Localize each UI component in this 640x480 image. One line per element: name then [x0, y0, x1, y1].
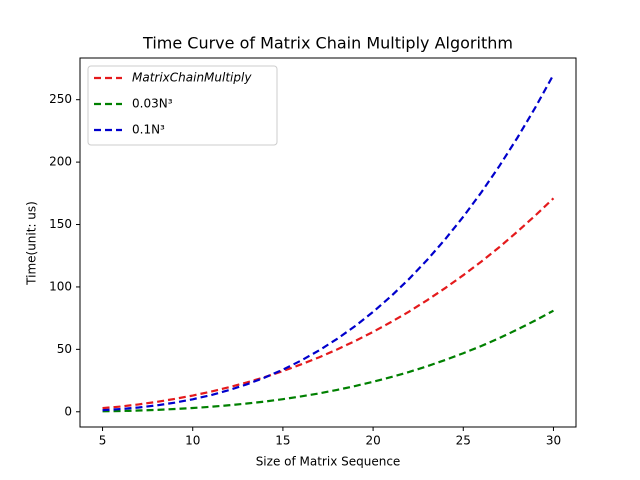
x-tick-label: 30	[546, 434, 561, 448]
x-tick-label: 5	[99, 434, 107, 448]
y-tick-label: 250	[49, 92, 72, 106]
data-line	[102, 74, 555, 412]
x-tick-label: 15	[275, 434, 290, 448]
legend-label: 0.03N³	[132, 97, 173, 111]
legend-label: 0.1N³	[132, 123, 165, 137]
y-axis-label: Time(unit: us)	[25, 201, 39, 286]
data-line	[102, 309, 554, 413]
y-tick-label: 100	[49, 279, 72, 293]
y-tick-label: 50	[57, 342, 72, 356]
x-tick-label: 20	[365, 434, 380, 448]
y-tick-label: 150	[49, 217, 72, 231]
x-tick-label: 10	[185, 434, 200, 448]
plot-frame	[79, 57, 577, 428]
y-tick-label: 200	[49, 155, 72, 169]
data-line	[102, 197, 555, 410]
x-tick-label: 25	[456, 434, 471, 448]
y-tick-label: 0	[64, 404, 72, 418]
legend-label: MatrixChainMultiply	[132, 71, 252, 85]
chart-title: Time Curve of Matrix Chain Multiply Algo…	[142, 34, 513, 53]
legend-box	[87, 65, 278, 146]
x-axis-label: Size of Matrix Sequence	[256, 455, 401, 469]
